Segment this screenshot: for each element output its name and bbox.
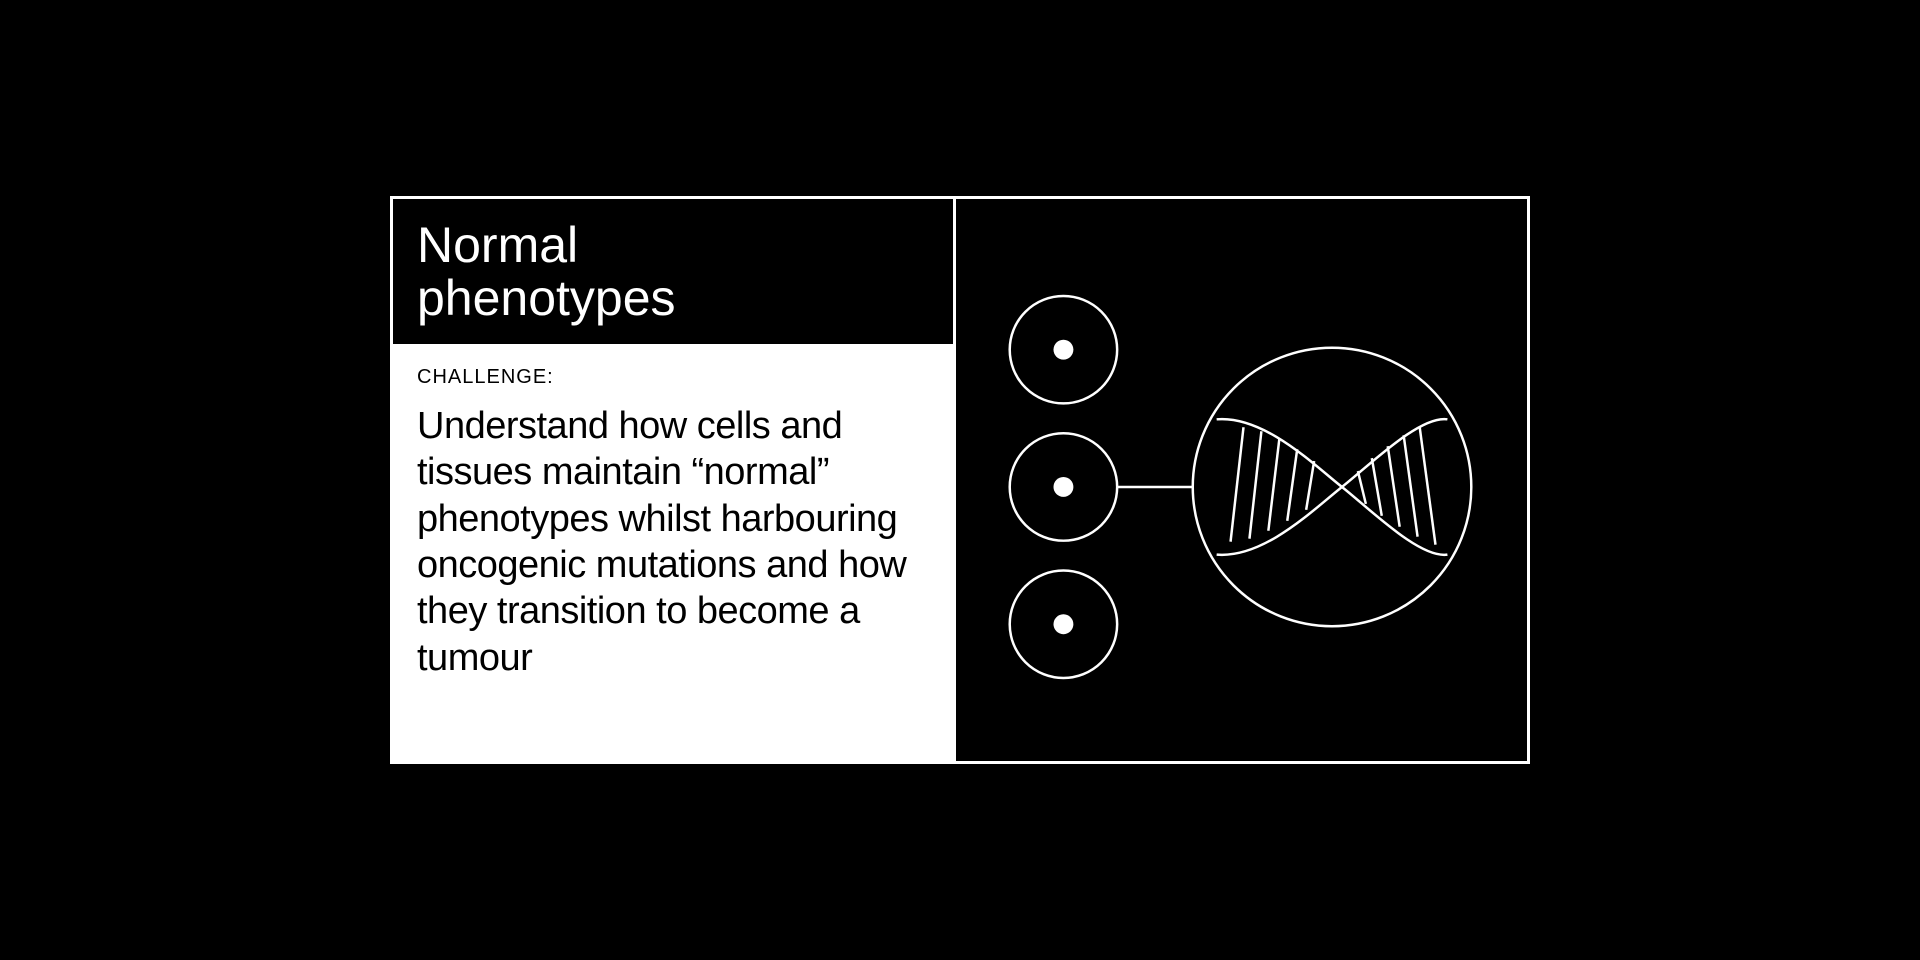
title-block: Normal phenotypes bbox=[393, 199, 953, 344]
challenge-label: CHALLENGE: bbox=[417, 366, 929, 389]
magnified-circle bbox=[1193, 348, 1472, 627]
dna-cells-diagram bbox=[956, 199, 1527, 761]
dna-rung-right-2 bbox=[1388, 446, 1400, 527]
title-line-2: phenotypes bbox=[417, 270, 676, 326]
challenge-body: Understand how cells and tissues maintai… bbox=[417, 403, 929, 681]
dna-rung-right-0 bbox=[1358, 471, 1366, 504]
dna-rung-left-4 bbox=[1306, 461, 1314, 510]
dna-rung-right-4 bbox=[1420, 426, 1436, 544]
dna-rung-left-0 bbox=[1231, 427, 1244, 541]
dna-rung-right-3 bbox=[1404, 435, 1418, 536]
cell-dot-2 bbox=[1053, 614, 1073, 634]
dna-rung-left-2 bbox=[1268, 439, 1279, 531]
info-card: Normal phenotypes CHALLENGE: Understand … bbox=[390, 196, 1530, 764]
challenge-block: CHALLENGE: Understand how cells and tiss… bbox=[393, 344, 953, 761]
left-panel: Normal phenotypes CHALLENGE: Understand … bbox=[393, 199, 953, 761]
dna-icon bbox=[1217, 419, 1448, 555]
right-panel bbox=[953, 199, 1527, 761]
dna-helix-1 bbox=[1217, 419, 1448, 555]
dna-rung-right-1 bbox=[1372, 458, 1382, 516]
cell-dot-1 bbox=[1053, 477, 1073, 497]
dna-rung-left-1 bbox=[1249, 431, 1261, 538]
title-line-1: Normal bbox=[417, 217, 578, 273]
cell-dot-0 bbox=[1053, 340, 1073, 360]
card-title: Normal phenotypes bbox=[417, 219, 929, 324]
dna-rung-left-3 bbox=[1287, 449, 1297, 521]
dna-helix-2 bbox=[1217, 419, 1448, 555]
